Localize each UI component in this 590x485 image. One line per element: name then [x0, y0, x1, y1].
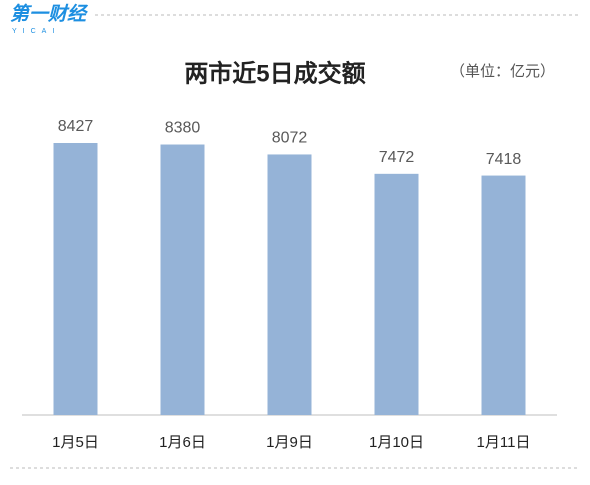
x-tick-label: 1月10日 [369, 434, 424, 451]
data-label: 8380 [165, 120, 201, 137]
x-tick-label: 1月9日 [266, 434, 313, 451]
x-tick-label: 1月11日 [477, 434, 531, 451]
bar [481, 175, 526, 415]
bar [267, 154, 312, 415]
unit-label: （单位：亿元） [450, 63, 555, 80]
data-label: 7472 [379, 149, 415, 166]
logo-sub: YICAI [12, 28, 60, 35]
data-label: 8427 [58, 118, 94, 135]
x-tick-label: 1月5日 [52, 434, 99, 451]
bar [160, 144, 205, 416]
data-label: 7418 [486, 151, 522, 168]
bar [374, 173, 419, 415]
logo: 第一财经 [10, 3, 89, 25]
x-tick-label: 1月6日 [159, 434, 206, 451]
bar [53, 142, 98, 415]
chart-title: 两市近5日成交额 [184, 59, 365, 87]
data-label: 8072 [272, 130, 308, 147]
